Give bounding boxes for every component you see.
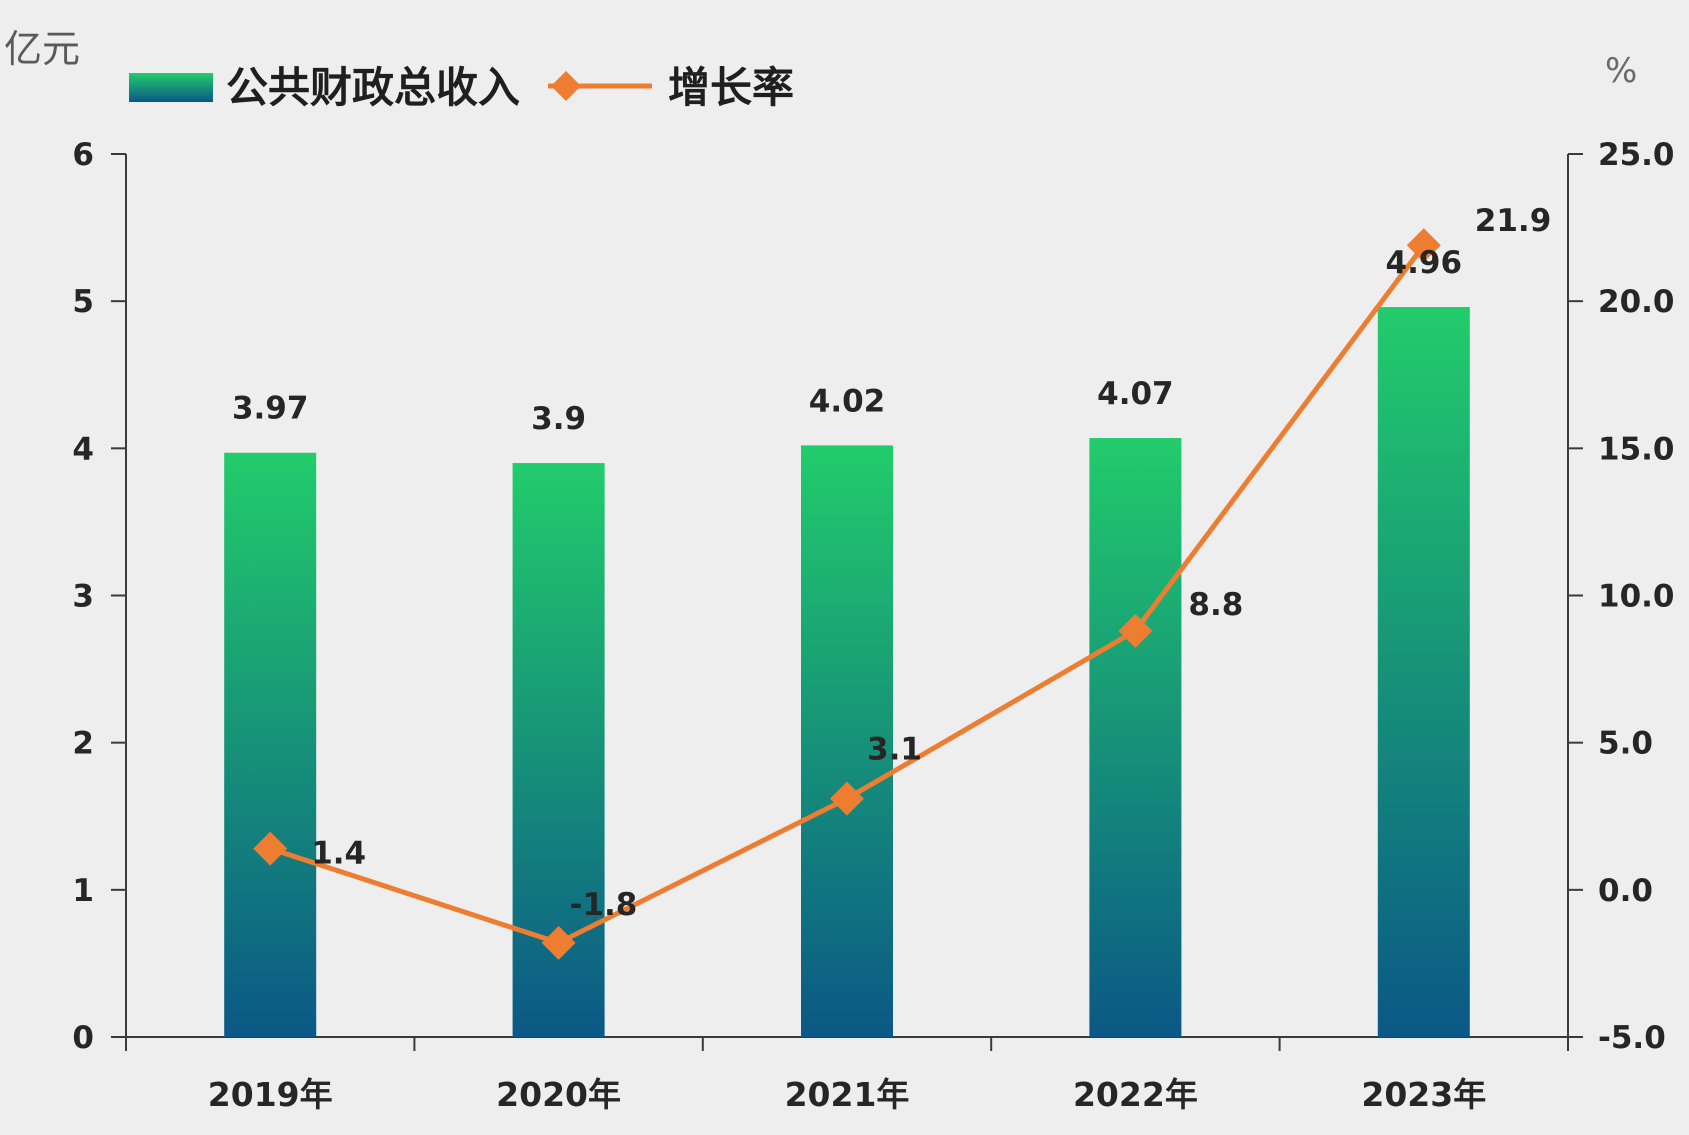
legend-diamond-icon	[551, 71, 581, 101]
x-axis-category-label: 2019年	[208, 1075, 333, 1114]
left-axis-tick-label: 2	[72, 726, 94, 762]
left-axis-unit-label: 亿元	[4, 27, 80, 71]
left-axis-tick-label: 0	[72, 1020, 94, 1056]
bar-value-label: 4.96	[1386, 245, 1463, 281]
bar	[801, 445, 893, 1037]
right-axis-tick-label: 10.0	[1598, 579, 1675, 615]
bar-value-label: 3.97	[232, 391, 309, 427]
bar	[1089, 438, 1182, 1037]
left-axis-tick-label: 6	[72, 137, 94, 173]
data-labels: 3.97 3.9 4.02 4.07 4.96 1.4 -1.8 3.1 8.8 21.9	[232, 203, 1551, 923]
bar	[1377, 307, 1470, 1037]
bar-value-label: 4.02	[809, 383, 886, 419]
x-axis-category-label: 2023年	[1361, 1075, 1486, 1114]
line-value-label: 8.8	[1188, 587, 1243, 623]
bar-value-label: 4.07	[1097, 376, 1174, 412]
left-axis-tick-label: 4	[72, 431, 94, 467]
line-value-label: 1.4	[311, 836, 366, 872]
right-axis-tick-label: 15.0	[1598, 431, 1675, 467]
bar-series	[224, 307, 1470, 1038]
legend: 公共财政总收入 增长率	[129, 63, 794, 112]
left-axis-tick-label: 1	[72, 873, 94, 909]
legend-swatch-revenue	[129, 73, 213, 102]
x-axis-category-label: 2020年	[496, 1075, 621, 1114]
right-axis-tick-label: 20.0	[1598, 284, 1675, 320]
legend-label-growth: 增长率	[668, 63, 794, 112]
line-value-label: 21.9	[1475, 203, 1552, 239]
line-value-label: -1.8	[570, 887, 638, 923]
axes: 0 1 2 3 4 5 6 -5.0 0.0 5.0 10.0 15.0 20.0 25.0 2019年 20…	[72, 137, 1674, 1114]
line-point-diamond	[253, 831, 288, 866]
x-axis-category-label: 2021年	[785, 1075, 910, 1114]
line-point-diamond	[830, 781, 864, 816]
right-axis-tick-label: 5.0	[1598, 726, 1653, 762]
line-point-diamond	[541, 925, 576, 960]
x-axis-category-label: 2022年	[1073, 1075, 1198, 1114]
left-axis-tick-label: 3	[72, 579, 94, 615]
right-axis-tick-label: 25.0	[1598, 137, 1675, 173]
bar	[224, 452, 317, 1038]
line-series	[253, 228, 1441, 960]
right-axis-tick-label: 0.0	[1598, 873, 1653, 909]
bar-value-label: 3.9	[531, 401, 586, 437]
right-axis-unit-label: %	[1605, 51, 1637, 91]
line-point-diamond	[1406, 228, 1441, 263]
right-axis-tick-label: -5.0	[1598, 1020, 1666, 1056]
line-value-label: 3.1	[867, 732, 922, 768]
left-axis-tick-label: 5	[72, 284, 94, 320]
line-point-diamond	[1118, 613, 1153, 648]
legend-label-revenue: 公共财政总收入	[226, 63, 520, 112]
